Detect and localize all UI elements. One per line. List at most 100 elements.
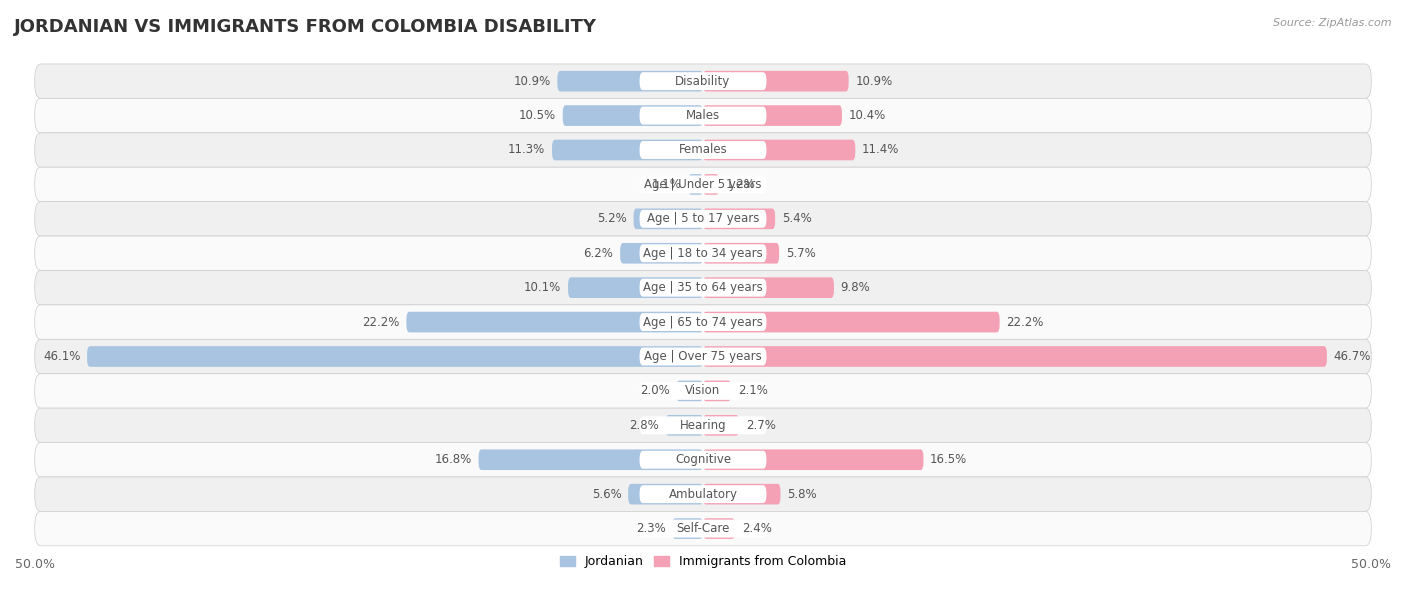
FancyBboxPatch shape <box>640 141 766 159</box>
FancyBboxPatch shape <box>640 106 766 124</box>
FancyBboxPatch shape <box>406 312 703 332</box>
FancyBboxPatch shape <box>665 415 703 436</box>
FancyBboxPatch shape <box>703 209 775 229</box>
Text: Vision: Vision <box>685 384 721 397</box>
Text: 2.0%: 2.0% <box>640 384 669 397</box>
Text: Age | Over 75 years: Age | Over 75 years <box>644 350 762 363</box>
Text: 6.2%: 6.2% <box>583 247 613 259</box>
FancyBboxPatch shape <box>35 408 1371 442</box>
Text: Males: Males <box>686 109 720 122</box>
Text: 5.8%: 5.8% <box>787 488 817 501</box>
FancyBboxPatch shape <box>640 244 766 262</box>
Text: Ambulatory: Ambulatory <box>668 488 738 501</box>
FancyBboxPatch shape <box>35 271 1371 305</box>
Text: JORDANIAN VS IMMIGRANTS FROM COLOMBIA DISABILITY: JORDANIAN VS IMMIGRANTS FROM COLOMBIA DI… <box>14 18 598 36</box>
FancyBboxPatch shape <box>35 305 1371 339</box>
FancyBboxPatch shape <box>35 236 1371 271</box>
FancyBboxPatch shape <box>640 520 766 537</box>
Text: 2.8%: 2.8% <box>628 419 659 432</box>
Text: 2.4%: 2.4% <box>742 522 772 535</box>
Text: 46.1%: 46.1% <box>44 350 80 363</box>
FancyBboxPatch shape <box>703 518 735 539</box>
Text: 11.3%: 11.3% <box>508 143 546 157</box>
FancyBboxPatch shape <box>703 346 1327 367</box>
Text: 10.1%: 10.1% <box>524 281 561 294</box>
Text: 5.6%: 5.6% <box>592 488 621 501</box>
FancyBboxPatch shape <box>35 133 1371 167</box>
FancyBboxPatch shape <box>35 99 1371 133</box>
Text: Age | Under 5 years: Age | Under 5 years <box>644 178 762 191</box>
Legend: Jordanian, Immigrants from Colombia: Jordanian, Immigrants from Colombia <box>555 550 851 573</box>
Text: 22.2%: 22.2% <box>363 316 399 329</box>
FancyBboxPatch shape <box>703 449 924 470</box>
FancyBboxPatch shape <box>568 277 703 298</box>
FancyBboxPatch shape <box>703 243 779 264</box>
FancyBboxPatch shape <box>87 346 703 367</box>
Text: Females: Females <box>679 143 727 157</box>
FancyBboxPatch shape <box>620 243 703 264</box>
FancyBboxPatch shape <box>35 167 1371 201</box>
Text: 1.1%: 1.1% <box>652 178 682 191</box>
FancyBboxPatch shape <box>689 174 703 195</box>
Text: 1.2%: 1.2% <box>725 178 755 191</box>
FancyBboxPatch shape <box>640 210 766 228</box>
FancyBboxPatch shape <box>703 277 834 298</box>
FancyBboxPatch shape <box>703 71 849 91</box>
Text: 10.9%: 10.9% <box>513 75 551 88</box>
FancyBboxPatch shape <box>35 477 1371 512</box>
FancyBboxPatch shape <box>703 484 780 504</box>
Text: 22.2%: 22.2% <box>1007 316 1043 329</box>
FancyBboxPatch shape <box>35 64 1371 99</box>
FancyBboxPatch shape <box>628 484 703 504</box>
FancyBboxPatch shape <box>676 381 703 401</box>
FancyBboxPatch shape <box>35 442 1371 477</box>
Text: Age | 5 to 17 years: Age | 5 to 17 years <box>647 212 759 225</box>
FancyBboxPatch shape <box>35 374 1371 408</box>
Text: 5.7%: 5.7% <box>786 247 815 259</box>
FancyBboxPatch shape <box>703 174 718 195</box>
Text: 2.7%: 2.7% <box>745 419 776 432</box>
FancyBboxPatch shape <box>553 140 703 160</box>
Text: 16.5%: 16.5% <box>931 453 967 466</box>
FancyBboxPatch shape <box>640 485 766 503</box>
FancyBboxPatch shape <box>640 176 766 193</box>
FancyBboxPatch shape <box>557 71 703 91</box>
FancyBboxPatch shape <box>640 451 766 469</box>
Text: 5.2%: 5.2% <box>598 212 627 225</box>
Text: 10.5%: 10.5% <box>519 109 555 122</box>
FancyBboxPatch shape <box>703 381 731 401</box>
Text: 11.4%: 11.4% <box>862 143 900 157</box>
FancyBboxPatch shape <box>35 339 1371 374</box>
FancyBboxPatch shape <box>640 278 766 297</box>
FancyBboxPatch shape <box>478 449 703 470</box>
Text: 5.4%: 5.4% <box>782 212 811 225</box>
FancyBboxPatch shape <box>640 313 766 331</box>
Text: Self-Care: Self-Care <box>676 522 730 535</box>
Text: Hearing: Hearing <box>679 419 727 432</box>
FancyBboxPatch shape <box>703 415 740 436</box>
FancyBboxPatch shape <box>703 312 1000 332</box>
Text: Cognitive: Cognitive <box>675 453 731 466</box>
FancyBboxPatch shape <box>703 140 855 160</box>
FancyBboxPatch shape <box>640 382 766 400</box>
FancyBboxPatch shape <box>35 512 1371 546</box>
Text: 9.8%: 9.8% <box>841 281 870 294</box>
Text: 2.1%: 2.1% <box>738 384 768 397</box>
FancyBboxPatch shape <box>35 201 1371 236</box>
FancyBboxPatch shape <box>640 348 766 365</box>
Text: Disability: Disability <box>675 75 731 88</box>
FancyBboxPatch shape <box>634 209 703 229</box>
FancyBboxPatch shape <box>640 416 766 435</box>
Text: Age | 35 to 64 years: Age | 35 to 64 years <box>643 281 763 294</box>
Text: 10.9%: 10.9% <box>855 75 893 88</box>
Text: 46.7%: 46.7% <box>1334 350 1371 363</box>
FancyBboxPatch shape <box>640 72 766 90</box>
FancyBboxPatch shape <box>703 105 842 126</box>
Text: 16.8%: 16.8% <box>434 453 472 466</box>
FancyBboxPatch shape <box>562 105 703 126</box>
FancyBboxPatch shape <box>672 518 703 539</box>
Text: Age | 65 to 74 years: Age | 65 to 74 years <box>643 316 763 329</box>
Text: 10.4%: 10.4% <box>849 109 886 122</box>
Text: 2.3%: 2.3% <box>636 522 665 535</box>
Text: Age | 18 to 34 years: Age | 18 to 34 years <box>643 247 763 259</box>
